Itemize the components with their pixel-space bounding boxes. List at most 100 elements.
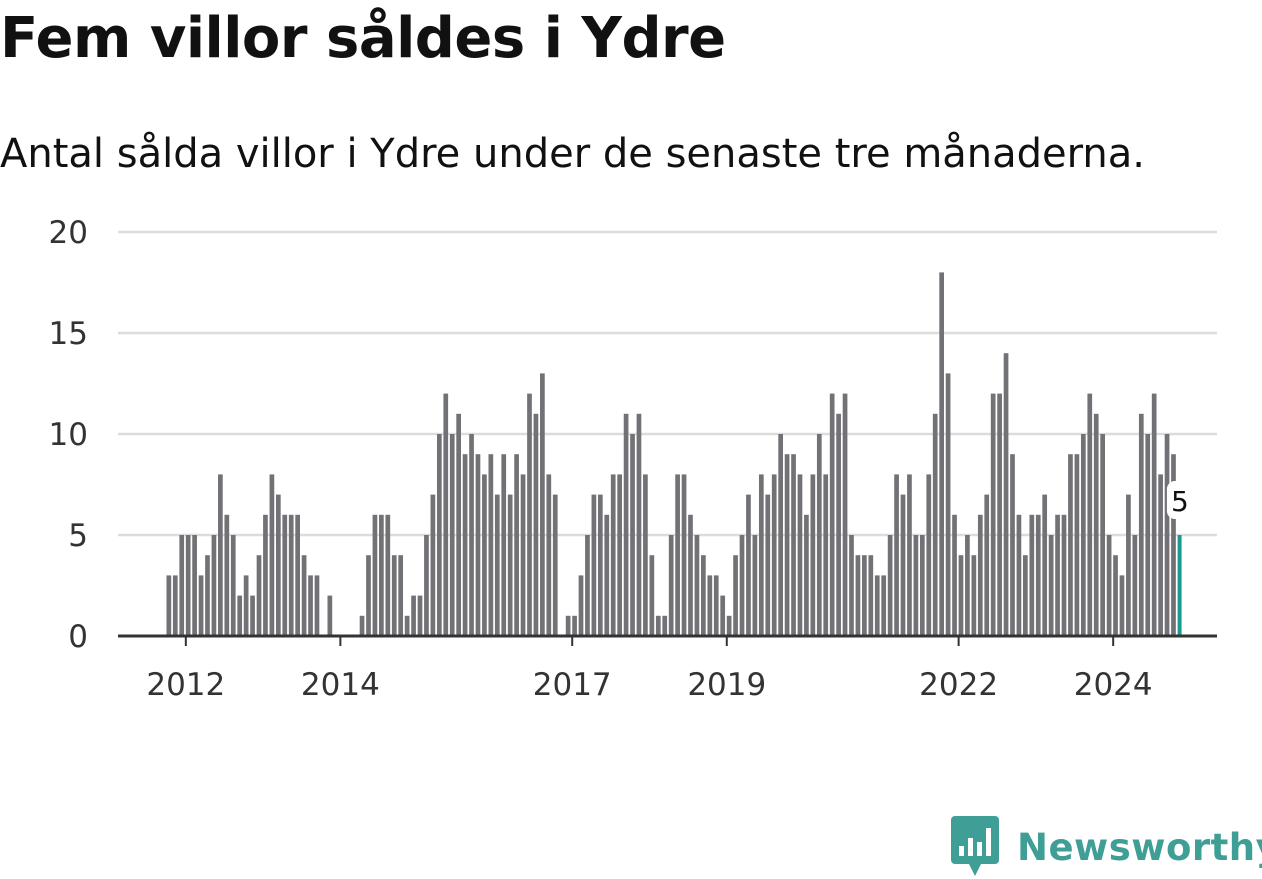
bar [990,393,996,636]
bar [1106,535,1112,636]
y-tick-label: 5 [68,518,88,554]
newsworthy-logo: Newsworthy [951,816,1262,878]
bar [1074,454,1080,636]
bar [398,555,404,636]
bar-chart-icon [951,816,999,876]
bar [269,474,275,636]
bar [842,393,848,636]
bar [649,555,655,636]
x-tick-label: 2012 [146,667,225,703]
bar [411,595,416,636]
bar [894,474,899,636]
y-tick-label: 10 [49,417,88,453]
bar [295,514,300,636]
bar [385,514,391,636]
bar [585,535,590,636]
bar [758,474,764,636]
bar [565,615,571,636]
y-tick-label: 15 [49,316,88,352]
bar [572,615,577,636]
bar [172,575,178,636]
bar [739,535,745,636]
bar [965,535,970,636]
bar [436,434,442,636]
bar [726,615,732,636]
value-label-background [1166,481,1193,519]
bar [668,535,674,636]
bar [1171,454,1176,636]
bar [166,575,172,636]
bar [552,494,558,636]
bar [1119,575,1125,636]
x-tick-label: 2017 [533,667,612,703]
bar [720,595,726,636]
bar [520,474,526,636]
bar [778,434,783,636]
bar [1151,393,1157,636]
bar [230,535,236,636]
bar [218,474,223,636]
bar [424,535,429,636]
bar [1035,514,1041,636]
x-axis-labels: 2012 2014 2017 2019 2022 2024 [146,667,1152,703]
bar [391,555,397,636]
bar [997,393,1002,636]
bar [282,514,288,636]
bar [1042,494,1048,636]
bar [494,494,500,636]
bar [443,393,449,636]
bar [275,494,281,636]
bar [237,595,243,636]
bar [1048,535,1054,636]
bar [198,575,204,636]
bar [301,555,307,636]
bar [263,514,268,636]
bar [887,535,893,636]
bar [604,514,610,636]
bar [250,595,255,636]
bar [804,514,809,636]
bar [540,373,545,636]
bar [926,474,932,636]
bar [636,413,642,636]
bar [1016,514,1022,636]
bar [1158,474,1163,636]
bar [546,474,552,636]
bar [707,575,713,636]
bar [874,575,880,636]
brand-name: Newsworthy [1017,825,1262,869]
bar [913,535,919,636]
bar [243,575,249,636]
bar [372,514,378,636]
bar [533,413,539,636]
bar [507,494,513,636]
bar [185,535,191,636]
bar [752,535,758,636]
bar [881,575,887,636]
x-axis [118,634,1217,646]
bar [482,474,487,636]
bar [617,474,622,636]
bar [655,615,661,636]
bar [919,535,925,636]
bar [829,393,835,636]
bar [597,494,603,636]
bar [1126,494,1131,636]
bar [765,494,771,636]
bar [456,413,461,636]
bar [688,514,693,636]
bar [469,434,474,636]
x-tick-label: 2014 [301,667,380,703]
chart-title: Fem villor såldes i Ydre [0,6,726,71]
bar [288,514,294,636]
bar [900,494,906,636]
bar [379,514,384,636]
y-axis-labels: 0 5 10 15 20 [49,215,88,655]
bar [256,555,262,636]
bar [359,615,365,636]
bar [675,474,680,636]
bar [179,535,185,636]
bar [952,514,957,636]
bar [591,494,597,636]
